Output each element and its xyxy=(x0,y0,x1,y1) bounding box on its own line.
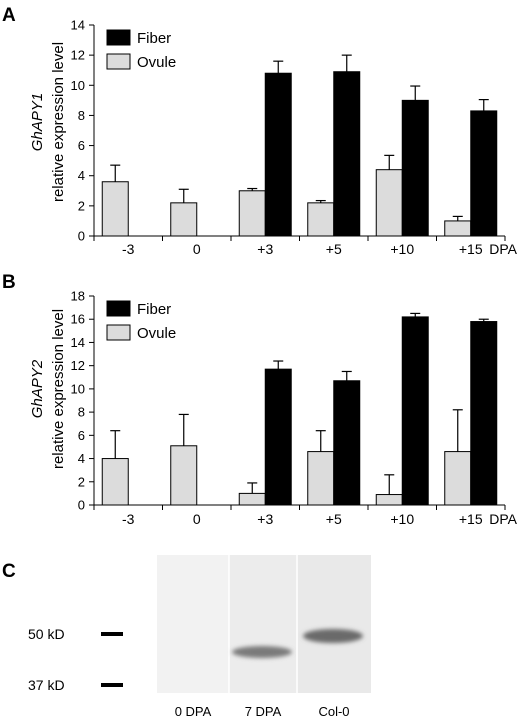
y-tick-label: 16 xyxy=(71,312,85,327)
ovule-bar xyxy=(444,451,472,506)
y-tick-label: 14 xyxy=(71,335,85,350)
lane-label-0dpa: 0 DPA xyxy=(175,704,212,719)
x-category-label: +15 xyxy=(459,511,483,527)
ovule-bar xyxy=(375,494,403,506)
y-tick-label: 4 xyxy=(78,168,85,183)
x-category-label: -3 xyxy=(122,241,135,257)
blot-lane-1 xyxy=(157,555,229,693)
fiber-bar xyxy=(333,71,361,237)
legend-label-ovule: Ovule xyxy=(137,54,176,71)
panel-a-chart: A GhAPY1 relative expression level 0 2 4 6 8… xyxy=(2,5,518,257)
panel-a-axes: 0 2 4 6 8 10 12 14 -3 0 +3 +5 +10 +15 DPA xyxy=(71,18,518,258)
x-unit-label: DPA xyxy=(489,511,517,527)
x-category-label: +3 xyxy=(257,241,273,257)
panel-a-y-axis-label: relative expression level xyxy=(50,42,67,202)
panel-a-letter: A xyxy=(2,5,16,26)
y-tick-label: 2 xyxy=(78,474,85,489)
fiber-bar xyxy=(470,321,498,506)
panel-c-blot: C 50 kD 37 kD 0 DPA 7 DPA Col-0 xyxy=(2,555,371,719)
legend-swatch-ovule xyxy=(106,324,131,341)
fiber-bar xyxy=(401,316,429,506)
marker-label-37kd: 37 kD xyxy=(28,677,65,693)
lane-label-col0: Col-0 xyxy=(318,704,349,719)
ovule-bar xyxy=(307,202,335,237)
y-tick-label: 10 xyxy=(71,78,85,93)
marker-label-50kd: 50 kD xyxy=(28,626,65,642)
fiber-bar xyxy=(264,368,292,506)
x-unit-label: DPA xyxy=(489,241,517,257)
x-category-label: +5 xyxy=(326,511,342,527)
y-tick-label: 8 xyxy=(78,108,85,123)
panel-b-gene-label: GhAPY2 xyxy=(29,359,46,418)
y-tick-label: 10 xyxy=(71,381,85,396)
y-tick-label: 0 xyxy=(78,498,85,513)
x-category-label: 0 xyxy=(193,511,201,527)
blot-band-7dpa xyxy=(232,646,292,658)
blot-lane-2 xyxy=(229,555,297,693)
fiber-bar xyxy=(333,380,361,506)
y-tick-label: 6 xyxy=(78,428,85,443)
legend-label-ovule: Ovule xyxy=(137,325,176,342)
panel-c-letter: C xyxy=(2,561,16,582)
y-tick-label: 14 xyxy=(71,18,85,33)
y-tick-label: 12 xyxy=(71,48,85,63)
legend-label-fiber: Fiber xyxy=(137,301,171,318)
fiber-bar xyxy=(401,99,429,237)
ovule-bar xyxy=(238,190,266,237)
y-tick-label: 4 xyxy=(78,451,85,466)
x-category-label: +5 xyxy=(326,241,342,257)
ovule-bar xyxy=(238,492,266,506)
x-category-label: +10 xyxy=(390,241,414,257)
fiber-bar xyxy=(264,72,292,237)
x-category-label: +15 xyxy=(459,241,483,257)
y-tick-label: 2 xyxy=(78,198,85,213)
y-tick-label: 6 xyxy=(78,138,85,153)
y-tick-label: 12 xyxy=(71,358,85,373)
legend-swatch-fiber xyxy=(106,29,131,46)
ovule-bar xyxy=(170,445,198,506)
x-category-label: -3 xyxy=(122,511,135,527)
panel-b-y-axis-label: relative expression level xyxy=(50,309,67,469)
panel-b-letter: B xyxy=(2,272,16,293)
blot-band-col0 xyxy=(303,629,363,643)
legend-swatch-ovule xyxy=(106,53,131,70)
ovule-bar xyxy=(444,220,472,237)
panel-a-gene-label: GhAPY1 xyxy=(29,93,46,151)
x-category-label: 0 xyxy=(193,241,201,257)
lane-label-7dpa: 7 DPA xyxy=(245,704,282,719)
y-tick-label: 8 xyxy=(78,405,85,420)
blot-lane-3 xyxy=(297,555,371,693)
panel-b-axes: 0 2 4 6 8 10 12 14 16 18 -3 0 +3 +5 +10 +15 DPA xyxy=(71,289,518,528)
legend-swatch-fiber xyxy=(106,300,131,317)
panel-b-legend: Fiber Ovule xyxy=(106,300,176,342)
ovule-bar xyxy=(170,202,198,237)
legend-label-fiber: Fiber xyxy=(137,30,171,47)
ovule-bar xyxy=(307,451,335,506)
ovule-bar xyxy=(101,181,129,237)
ovule-bar xyxy=(101,458,129,506)
panel-a-bars xyxy=(101,54,498,237)
y-tick-label: 0 xyxy=(78,229,85,244)
y-tick-label: 18 xyxy=(71,289,85,304)
x-category-label: +10 xyxy=(390,511,414,527)
panel-a-legend: Fiber Ovule xyxy=(106,29,176,71)
panel-b-bars xyxy=(101,312,498,506)
ovule-bar xyxy=(375,169,403,237)
panel-b-chart: B GhAPY2 relative expression level 0 2 4 6 8… xyxy=(2,272,518,527)
x-category-label: +3 xyxy=(257,511,273,527)
fiber-bar xyxy=(470,110,498,237)
